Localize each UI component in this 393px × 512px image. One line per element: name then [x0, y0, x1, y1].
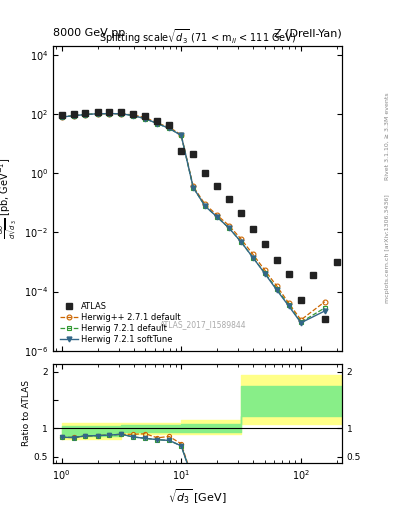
Text: mcplots.cern.ch [arXiv:1306.3436]: mcplots.cern.ch [arXiv:1306.3436]: [385, 195, 390, 303]
Text: ATLAS_2017_I1589844: ATLAS_2017_I1589844: [160, 321, 246, 329]
Text: Z (Drell-Yan): Z (Drell-Yan): [274, 29, 342, 38]
Y-axis label: Ratio to ATLAS: Ratio to ATLAS: [22, 380, 31, 446]
Text: 8000 GeV pp: 8000 GeV pp: [53, 29, 125, 38]
Legend: ATLAS, Herwig++ 2.7.1 default, Herwig 7.2.1 default, Herwig 7.2.1 softTune: ATLAS, Herwig++ 2.7.1 default, Herwig 7.…: [57, 300, 184, 347]
X-axis label: $\sqrt{d_{3}}$ [GeV]: $\sqrt{d_{3}}$ [GeV]: [168, 487, 227, 506]
Y-axis label: $\frac{d\sigma}{d\sqrt{d_{\,3}}}$ [pb, GeV$^{-1}$]: $\frac{d\sigma}{d\sqrt{d_{\,3}}}$ [pb, G…: [0, 158, 20, 239]
Title: Splitting scale$\sqrt{d_3}$ (71 < m$_{ll}$ < 111 GeV): Splitting scale$\sqrt{d_3}$ (71 < m$_{ll…: [99, 27, 296, 46]
Text: Rivet 3.1.10, ≥ 3.3M events: Rivet 3.1.10, ≥ 3.3M events: [385, 92, 390, 180]
